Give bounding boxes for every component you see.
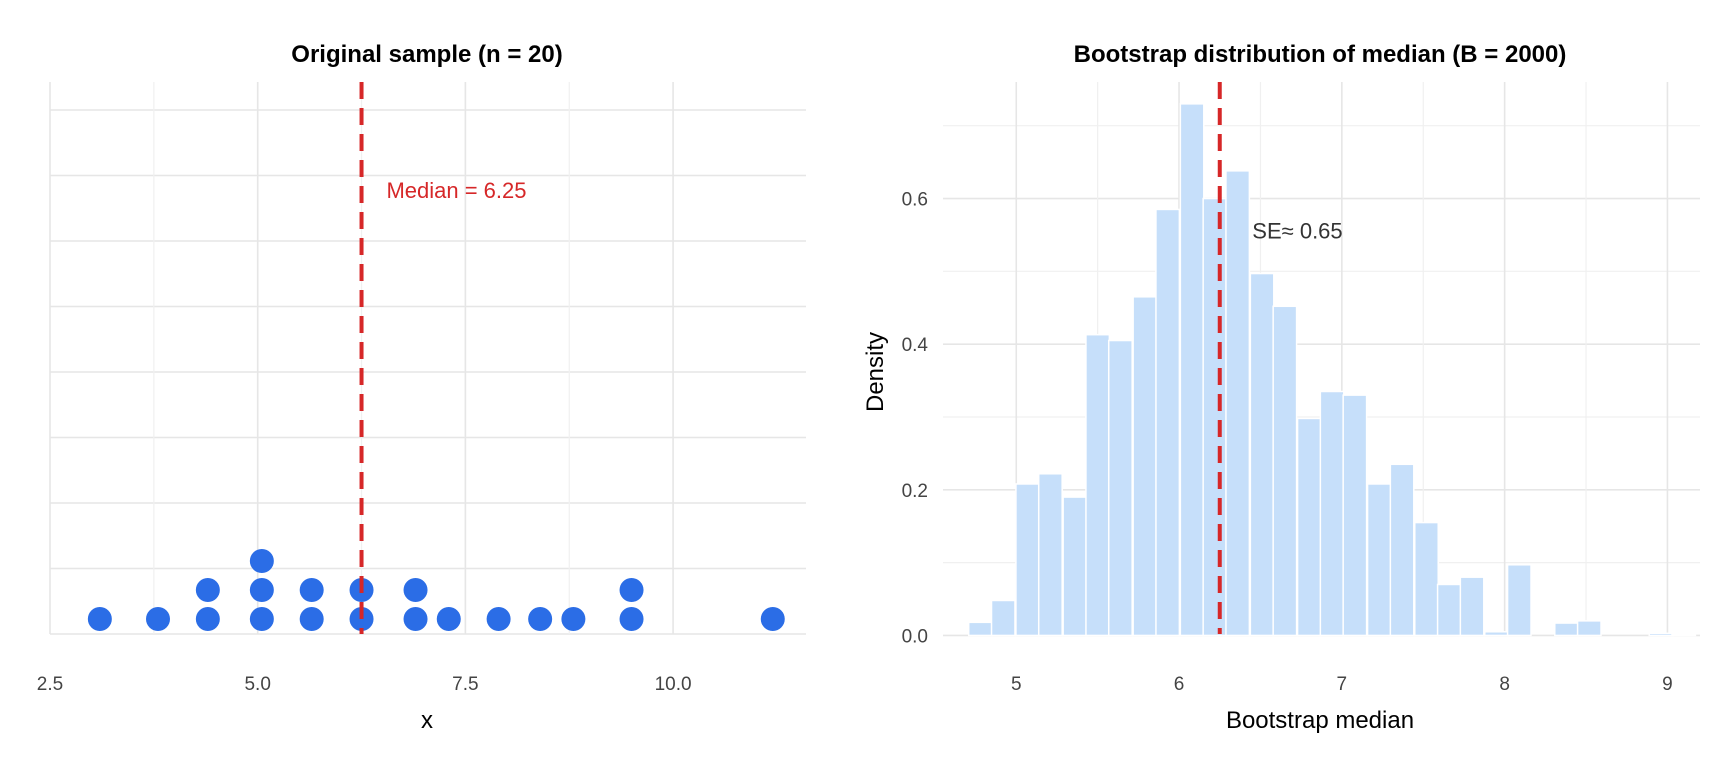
panel1-x-axis-label: x [421,707,433,734]
data-point [146,607,170,631]
histogram-bar [1179,103,1205,637]
panel2-y-ticks: 0.0 0.2 0.4 0.6 [902,190,929,648]
histogram-bar [1015,483,1041,637]
histogram-bar [1414,521,1439,637]
panel2-se-label: SE≈ 0.65 [1252,218,1342,243]
data-point [87,607,112,631]
histogram-bar [1576,620,1602,637]
data-point [436,607,461,631]
panel1-grid [49,82,806,635]
data-point [249,607,274,631]
histogram-bar [1085,333,1111,637]
data-point [299,578,324,602]
panel2-x-ticks: 5 6 7 8 9 [1011,674,1673,695]
histogram-bar [1037,473,1063,637]
histogram-bar [1319,390,1345,637]
histogram-bar [1459,576,1485,637]
panel-original-sample: Original sample (n = 20) 2.5 5.0 7.5 10.0 x… [37,41,806,734]
data-point [619,607,644,631]
histogram-bar [967,621,993,637]
histogram-bar [1202,197,1228,637]
x-tick-label: 9 [1662,674,1673,695]
x-tick-label: 10.0 [655,674,692,695]
panel1-median-label: Median = 6.25 [386,178,526,203]
panel1-title: Original sample (n = 20) [291,41,562,68]
histogram-bar [1389,463,1415,637]
histogram-bar [1155,208,1181,637]
x-tick-label: 5.0 [244,674,270,695]
histogram-bar [1366,483,1392,637]
panel1-points [87,549,785,631]
x-tick-label: 6 [1174,674,1185,695]
y-tick-label: 0.6 [902,190,928,211]
panel2-histogram-bars [967,103,1697,637]
panel1-x-ticks: 2.5 5.0 7.5 10.0 [37,674,692,695]
y-tick-label: 0.0 [902,626,928,647]
x-tick-label: 5 [1011,674,1022,695]
data-point [528,607,553,631]
data-point [760,607,785,631]
data-point [195,578,220,602]
x-tick-label: 8 [1499,674,1510,695]
histogram-bar [1484,631,1509,637]
histogram-bar [1342,394,1368,637]
data-point [403,607,428,631]
histogram-bar [1436,583,1462,637]
panel-bootstrap-distribution: Bootstrap distribution of median (B = 20… [862,41,1700,734]
histogram-bar [1648,632,1674,637]
data-point [619,578,644,602]
x-tick-label: 7.5 [452,674,478,695]
histogram-bar [1554,622,1579,637]
histogram-bar [1296,417,1322,637]
y-tick-label: 0.4 [902,335,929,356]
data-point [561,607,586,631]
data-point [299,607,324,631]
data-point [249,549,274,573]
histogram-bar [1062,496,1088,637]
panel2-y-axis-label: Density [862,332,889,412]
histogram-bar [1225,170,1251,637]
data-point [195,607,220,631]
histogram-bar [1249,272,1275,637]
panel2-x-axis-label: Bootstrap median [1226,707,1414,734]
panel2-title: Bootstrap distribution of median (B = 20… [1074,41,1567,68]
histogram-bar [1272,305,1298,637]
histogram-bar [1132,296,1158,637]
histogram-bar [1506,564,1532,637]
data-point [486,607,511,631]
data-point [403,578,428,602]
histogram-bar [990,599,1016,637]
x-tick-label: 2.5 [37,674,63,695]
histogram-bar [1107,339,1133,637]
data-point [249,578,274,602]
histogram-bar [1671,633,1697,637]
x-tick-label: 7 [1337,674,1348,695]
y-tick-label: 0.2 [902,481,928,502]
